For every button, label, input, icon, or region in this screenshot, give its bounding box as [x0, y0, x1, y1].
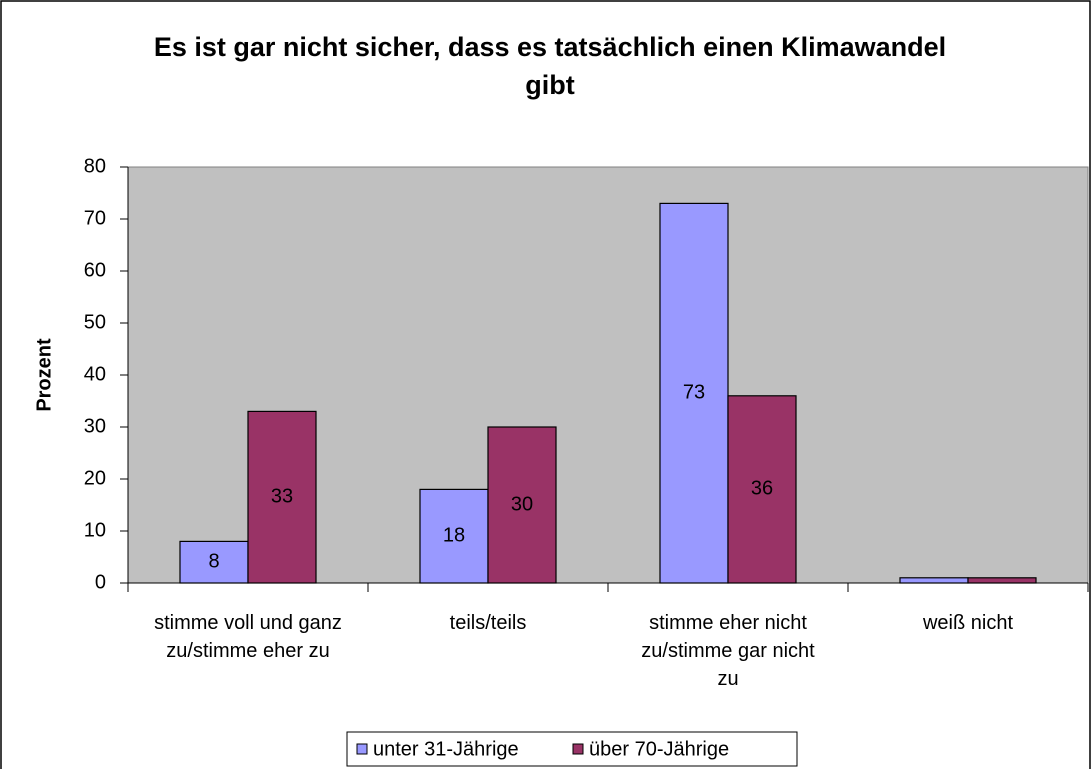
data-label: 33 [271, 485, 293, 507]
x-tick-label: weiß nicht [922, 612, 1014, 634]
legend-swatch [356, 743, 368, 755]
y-tick-label: 70 [84, 207, 106, 229]
bar [487, 426, 557, 584]
data-label: 73 [683, 381, 705, 403]
x-tick-label: stimme eher nicht zu/stimme gar nicht zu [641, 612, 815, 690]
data-label: 8 [208, 550, 219, 572]
legend-box [346, 731, 798, 767]
bar [727, 395, 797, 584]
y-tick-label: 80 [84, 155, 106, 177]
bar [967, 577, 1037, 584]
data-label: 36 [751, 478, 773, 500]
y-tick-label: 50 [84, 311, 106, 333]
y-axis-label: Prozent [33, 338, 55, 412]
chart-title: Es ist gar nicht sicher, dass es tatsäch… [153, 32, 947, 100]
bar [899, 577, 969, 584]
y-tick-label: 30 [84, 415, 106, 437]
data-label: 18 [443, 524, 465, 546]
x-tick-label: stimme voll und ganz zu/stimme eher zu [154, 612, 342, 662]
y-tick-label: 40 [84, 363, 106, 385]
bar [659, 202, 729, 584]
y-tick-label: 10 [84, 519, 106, 541]
y-tick-label: 0 [95, 571, 106, 593]
y-tick-label: 20 [84, 467, 106, 489]
y-tick-label: 60 [84, 259, 106, 281]
x-tick-label: teils/teils [449, 612, 527, 634]
legend-swatch [572, 743, 584, 755]
data-label: 30 [511, 493, 533, 515]
bar [247, 410, 317, 584]
legend-label: über 70-Jährige [589, 738, 729, 760]
legend-label: unter 31-Jährige [373, 738, 519, 760]
bar [179, 540, 249, 584]
